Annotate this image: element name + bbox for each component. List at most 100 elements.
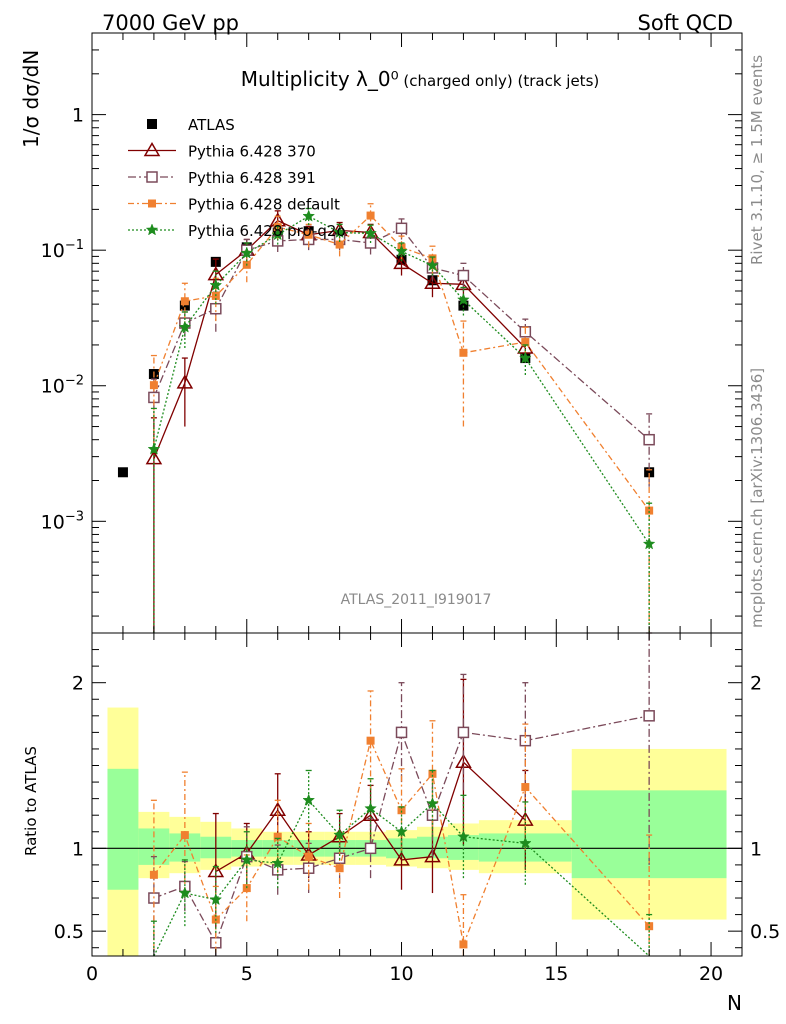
data-point xyxy=(395,222,408,235)
plot-subtitle: (charged only) (track jets) xyxy=(403,72,599,90)
rivet-version-label: Rivet 3.1.10, ≥ 1.5M events xyxy=(748,55,766,265)
ratio-point xyxy=(459,940,468,949)
data-point xyxy=(304,230,313,239)
legend-marker xyxy=(147,119,157,129)
ratio-point xyxy=(395,825,408,838)
ratio-point xyxy=(393,851,410,866)
main-y-tick-label: 10−3 xyxy=(41,509,84,533)
data-point xyxy=(642,537,656,550)
ratio-point xyxy=(180,831,189,840)
ratio-point xyxy=(397,806,406,815)
header-right: Soft QCD xyxy=(638,11,733,35)
ratio-point xyxy=(518,836,532,849)
legend-label: Pythia 6.428 default xyxy=(188,196,340,214)
legend-marker xyxy=(146,171,158,183)
data-point xyxy=(521,338,530,347)
ratio-y-tick-label: 0.5 xyxy=(54,921,84,943)
ratio-point xyxy=(209,893,223,906)
series-4 xyxy=(147,207,656,633)
ratio-point xyxy=(149,870,158,879)
data-point xyxy=(179,300,190,311)
legend-marker xyxy=(145,223,159,236)
ratio-point xyxy=(364,801,377,814)
data-point xyxy=(457,269,470,282)
analysis-id-label: ATLAS_2011_I919017 xyxy=(341,592,492,608)
ratio-point xyxy=(395,726,408,739)
data-point xyxy=(178,320,192,333)
ratio-point xyxy=(302,793,316,806)
ratio-y-tick-label-right: 2 xyxy=(750,673,762,695)
ratio-y-tick-label-right: 0.5 xyxy=(750,921,780,943)
ratio-point xyxy=(366,736,375,745)
legend-entry: Pythia 6.428 pro-q2o xyxy=(128,222,346,240)
series-1 xyxy=(145,210,534,633)
ratio-y-axis-label: Ratio to ATLAS xyxy=(22,746,40,856)
ratio-point xyxy=(335,864,344,873)
data-point xyxy=(147,442,161,455)
ratio-point xyxy=(240,853,254,866)
tick-exponent: −3 xyxy=(65,509,84,524)
ratio-point xyxy=(333,828,346,841)
ratio-series-line xyxy=(215,761,526,873)
plot-title-main: Multiplicity λ_0⁰ xyxy=(241,67,399,91)
legend-marker xyxy=(143,142,161,157)
series-0 xyxy=(117,226,655,478)
legend-entry: Pythia 6.428 default xyxy=(128,196,340,214)
data-point xyxy=(426,258,439,271)
legend: ATLAS Pythia 6.428 370 Pythia 6.428 391 Pyt… xyxy=(128,116,346,240)
ratio-series-3 xyxy=(150,769,653,957)
x-axis-label: N xyxy=(727,991,742,1015)
ratio-ticks-layer: 0.5 0.51 12 20 5 10 15 20 xyxy=(54,633,780,985)
legend-label: Pythia 6.428 391 xyxy=(188,169,316,187)
ratio-point xyxy=(178,886,192,899)
data-point xyxy=(643,433,655,446)
uncertainty-band-inner xyxy=(571,790,727,879)
ratio-series-layer xyxy=(148,632,655,957)
data-point xyxy=(335,240,344,249)
ratio-plot: 0.5 0.51 12 20 5 10 15 20 xyxy=(54,632,780,985)
legend-entry: ATLAS xyxy=(147,116,235,134)
data-point xyxy=(333,225,346,238)
main-y-tick-label: 10−1 xyxy=(41,238,84,262)
data-point xyxy=(424,274,441,290)
tick-exponent: −1 xyxy=(65,238,84,253)
uncertainty-band-inner xyxy=(107,768,139,890)
data-point xyxy=(302,209,316,222)
plot-title: Multiplicity λ_0⁰ (charged only) (track … xyxy=(241,67,599,91)
data-point xyxy=(518,351,532,364)
ratio-point xyxy=(521,783,530,792)
main-series-layer xyxy=(117,203,656,633)
ratio-point xyxy=(424,848,441,863)
main-plot: 1 10−1 10−2 10−3 xyxy=(41,32,743,634)
ratio-y-tick-label: 1 xyxy=(72,838,84,860)
ratio-frame xyxy=(91,632,743,957)
ratio-point xyxy=(426,796,439,810)
legend-label: Pythia 6.428 370 xyxy=(188,143,316,161)
data-point xyxy=(240,246,254,259)
data-point xyxy=(457,293,470,306)
data-point xyxy=(395,244,408,257)
ratio-point xyxy=(362,806,379,821)
main-ticks-layer: 1 10−1 10−2 10−3 xyxy=(41,32,743,633)
main-y-tick-label: 10−2 xyxy=(41,374,84,398)
legend-label: ATLAS xyxy=(188,116,235,134)
main-y-tick-label: 1 xyxy=(72,105,84,127)
data-point xyxy=(459,348,468,357)
series-line xyxy=(153,219,526,459)
y-axis-label: 1/σ dσ/dN xyxy=(19,50,43,148)
x-tick-label: 5 xyxy=(241,963,253,985)
data-point xyxy=(209,278,223,291)
legend-entry: Pythia 6.428 370 xyxy=(128,142,316,161)
data-point xyxy=(366,211,375,220)
data-point xyxy=(364,226,377,239)
ratio-point xyxy=(457,830,470,843)
data-point xyxy=(117,467,128,478)
data-point xyxy=(271,228,285,241)
ratio-y-tick-label-right: 1 xyxy=(750,838,762,860)
data-point xyxy=(176,374,194,389)
legend-entry: Pythia 6.428 391 xyxy=(128,169,316,187)
data-point xyxy=(180,297,189,306)
ratio-point xyxy=(643,710,655,722)
ratio-point xyxy=(273,832,282,841)
